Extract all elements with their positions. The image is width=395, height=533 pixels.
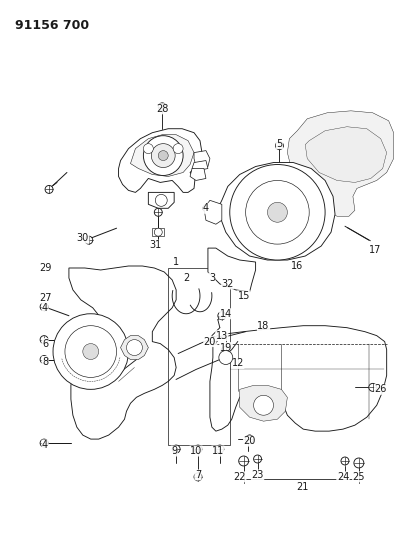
Text: 4: 4 (42, 440, 48, 450)
Circle shape (154, 228, 162, 236)
Circle shape (194, 445, 202, 453)
Bar (168, 268, 230, 445)
Text: 29: 29 (39, 263, 51, 273)
Text: 10: 10 (190, 446, 202, 456)
Circle shape (209, 337, 217, 345)
Circle shape (246, 181, 309, 244)
Circle shape (341, 457, 349, 465)
Text: 21: 21 (296, 482, 308, 492)
Text: 23: 23 (251, 470, 264, 480)
Text: 16: 16 (291, 261, 303, 271)
Circle shape (155, 195, 167, 206)
Circle shape (158, 151, 168, 160)
Polygon shape (210, 326, 387, 431)
Polygon shape (120, 336, 149, 360)
Text: 19: 19 (220, 343, 232, 352)
Text: 9: 9 (171, 446, 177, 456)
Circle shape (218, 312, 226, 320)
Circle shape (40, 356, 48, 364)
Text: 25: 25 (353, 472, 365, 482)
Text: 20: 20 (243, 436, 256, 446)
Circle shape (151, 144, 175, 167)
Text: 30: 30 (77, 233, 89, 243)
Polygon shape (305, 127, 387, 182)
Circle shape (354, 458, 364, 468)
Text: 2: 2 (183, 273, 189, 283)
Text: 15: 15 (237, 291, 250, 301)
Text: 13: 13 (216, 330, 228, 341)
Text: 11: 11 (212, 446, 224, 456)
Circle shape (40, 303, 48, 311)
Polygon shape (69, 266, 176, 439)
Polygon shape (208, 248, 256, 292)
Circle shape (221, 346, 231, 357)
Polygon shape (288, 111, 393, 216)
Circle shape (254, 395, 273, 415)
Circle shape (230, 165, 325, 260)
Circle shape (85, 236, 93, 244)
Circle shape (203, 204, 211, 212)
Text: 32: 32 (222, 279, 234, 289)
Text: 26: 26 (374, 384, 387, 394)
Polygon shape (149, 192, 174, 208)
Text: 4: 4 (42, 303, 48, 313)
Circle shape (143, 144, 153, 154)
Text: 4: 4 (203, 203, 209, 213)
Circle shape (53, 314, 128, 389)
Text: 18: 18 (258, 321, 270, 330)
Circle shape (83, 344, 99, 360)
Text: 6: 6 (42, 338, 48, 349)
Polygon shape (152, 228, 164, 236)
Text: 14: 14 (220, 309, 232, 319)
Circle shape (219, 351, 233, 365)
Circle shape (126, 340, 142, 356)
Polygon shape (192, 160, 208, 171)
Circle shape (267, 203, 288, 222)
Circle shape (246, 435, 254, 443)
Polygon shape (130, 135, 194, 176)
Circle shape (275, 142, 283, 150)
Circle shape (40, 439, 48, 447)
Polygon shape (240, 385, 288, 421)
Circle shape (143, 136, 183, 175)
Text: 1: 1 (173, 257, 179, 267)
Circle shape (246, 435, 254, 443)
Text: 8: 8 (42, 357, 48, 367)
Text: 3: 3 (209, 273, 215, 283)
Circle shape (154, 208, 162, 216)
Circle shape (239, 456, 248, 466)
Text: 17: 17 (369, 245, 381, 255)
Polygon shape (204, 200, 222, 224)
Circle shape (194, 473, 202, 481)
Polygon shape (118, 129, 202, 192)
Text: 27: 27 (39, 293, 51, 303)
Text: 7: 7 (195, 470, 201, 480)
Circle shape (173, 144, 183, 154)
Polygon shape (220, 163, 335, 260)
Text: 31: 31 (149, 240, 162, 250)
Text: 28: 28 (156, 104, 168, 114)
Text: 20: 20 (204, 337, 216, 346)
Circle shape (254, 455, 261, 463)
Text: 5: 5 (276, 139, 282, 149)
Circle shape (45, 185, 53, 193)
Circle shape (158, 103, 166, 111)
Text: 91156 700: 91156 700 (15, 19, 89, 33)
Text: 24: 24 (337, 472, 349, 482)
Circle shape (216, 445, 224, 453)
Circle shape (172, 445, 180, 453)
Text: 22: 22 (233, 472, 246, 482)
Polygon shape (194, 151, 210, 166)
Circle shape (65, 326, 117, 377)
Circle shape (369, 383, 377, 391)
Polygon shape (190, 168, 206, 181)
Text: 12: 12 (231, 359, 244, 368)
Circle shape (40, 336, 48, 344)
